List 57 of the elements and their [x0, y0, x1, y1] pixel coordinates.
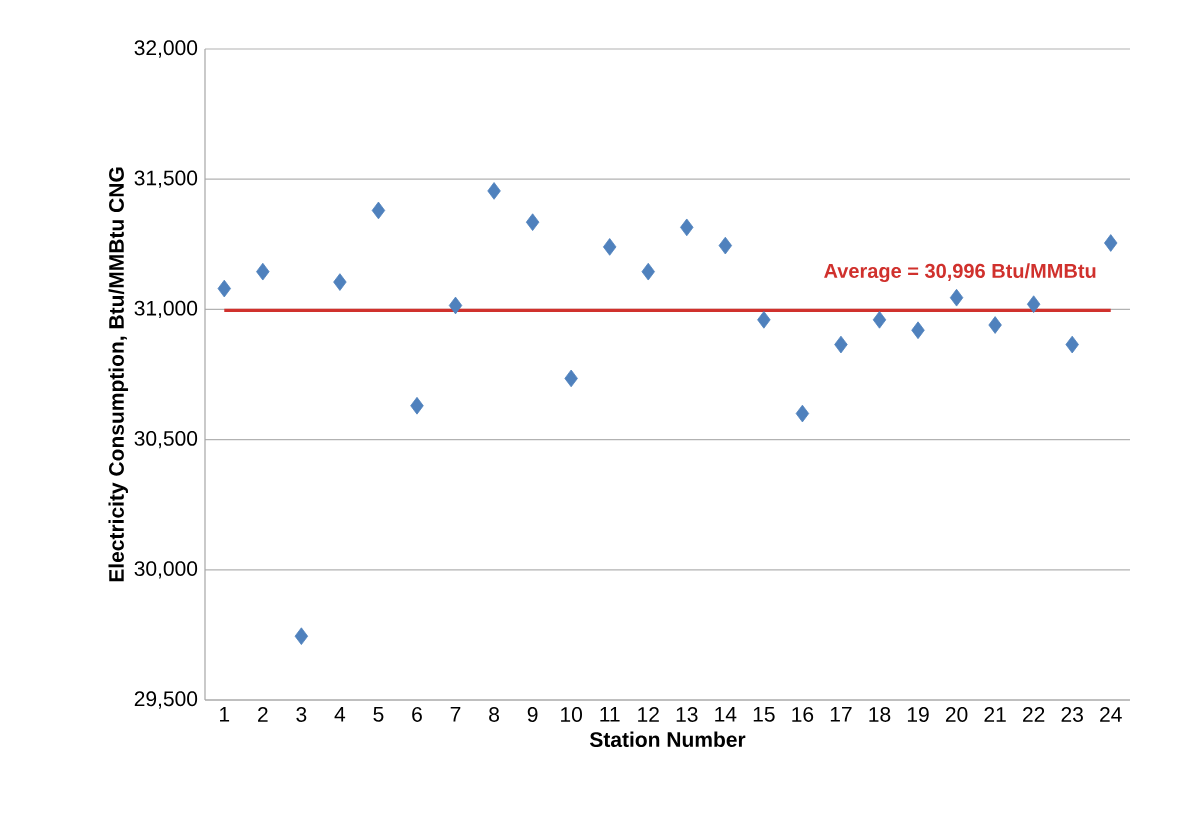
x-tick-label: 4 — [334, 707, 346, 722]
x-axis-title: Station Number — [589, 731, 746, 748]
x-tick-label: 8 — [489, 707, 500, 722]
x-tick-label: 24 — [1100, 707, 1122, 722]
x-tick-label: 20 — [945, 707, 968, 722]
x-tick-label: 1 — [220, 707, 230, 722]
x-tick-label: 11 — [600, 707, 620, 722]
point — [872, 311, 887, 329]
x-tick-label: 18 — [869, 707, 891, 722]
point — [487, 182, 501, 200]
point — [371, 201, 386, 220]
point — [256, 262, 270, 281]
y-tick-label: 31,500 — [134, 170, 198, 188]
x-tick-label: 22 — [1023, 707, 1045, 722]
point — [1026, 295, 1041, 313]
y-tick-label: 31,000 — [134, 300, 198, 319]
x-tick-label: 12 — [638, 707, 659, 722]
point — [911, 321, 925, 340]
point — [1104, 234, 1118, 252]
point — [641, 262, 655, 281]
x-tick-label: 6 — [412, 707, 422, 722]
x-tick-label: 21 — [984, 707, 1006, 722]
point — [448, 296, 463, 315]
x-tick-label: 9 — [527, 707, 538, 722]
x-tick-label: 14 — [715, 707, 737, 722]
point — [795, 404, 810, 423]
point — [834, 335, 848, 354]
x-tick-label: 23 — [1061, 707, 1083, 722]
y-tick-label: 32,000 — [134, 40, 198, 58]
point — [949, 288, 964, 307]
x-tick-label: 10 — [561, 707, 582, 722]
point — [718, 236, 733, 255]
y-tick-label: 30,000 — [134, 561, 198, 579]
x-tick-label: 7 — [450, 707, 461, 722]
point — [410, 396, 424, 415]
x-tick-label: 19 — [907, 707, 929, 722]
x-tick-label: 2 — [258, 707, 268, 722]
x-tick-label: 15 — [753, 707, 775, 722]
ref-line-label: Average = 30,996 Btu/MMBtu — [824, 263, 1096, 283]
point — [333, 273, 347, 291]
y-tick-label: 30,500 — [134, 430, 198, 449]
x-tick-label: 5 — [373, 707, 384, 722]
point — [217, 279, 231, 298]
x-tick-label: 3 — [296, 707, 307, 722]
x-tick-label: 13 — [676, 707, 698, 722]
point — [294, 627, 309, 645]
x-tick-label: 16 — [792, 707, 814, 722]
point — [988, 316, 1002, 334]
point — [564, 369, 578, 388]
y-axis-title: Electricity Consumption, Btu/MMBtu CNG — [108, 167, 129, 582]
point — [1065, 335, 1079, 354]
point — [757, 311, 771, 329]
point — [525, 213, 540, 231]
y-tick-label: 29,500 — [134, 691, 198, 709]
point — [680, 218, 694, 237]
point — [602, 238, 617, 256]
x-tick-label: 17 — [830, 707, 852, 722]
